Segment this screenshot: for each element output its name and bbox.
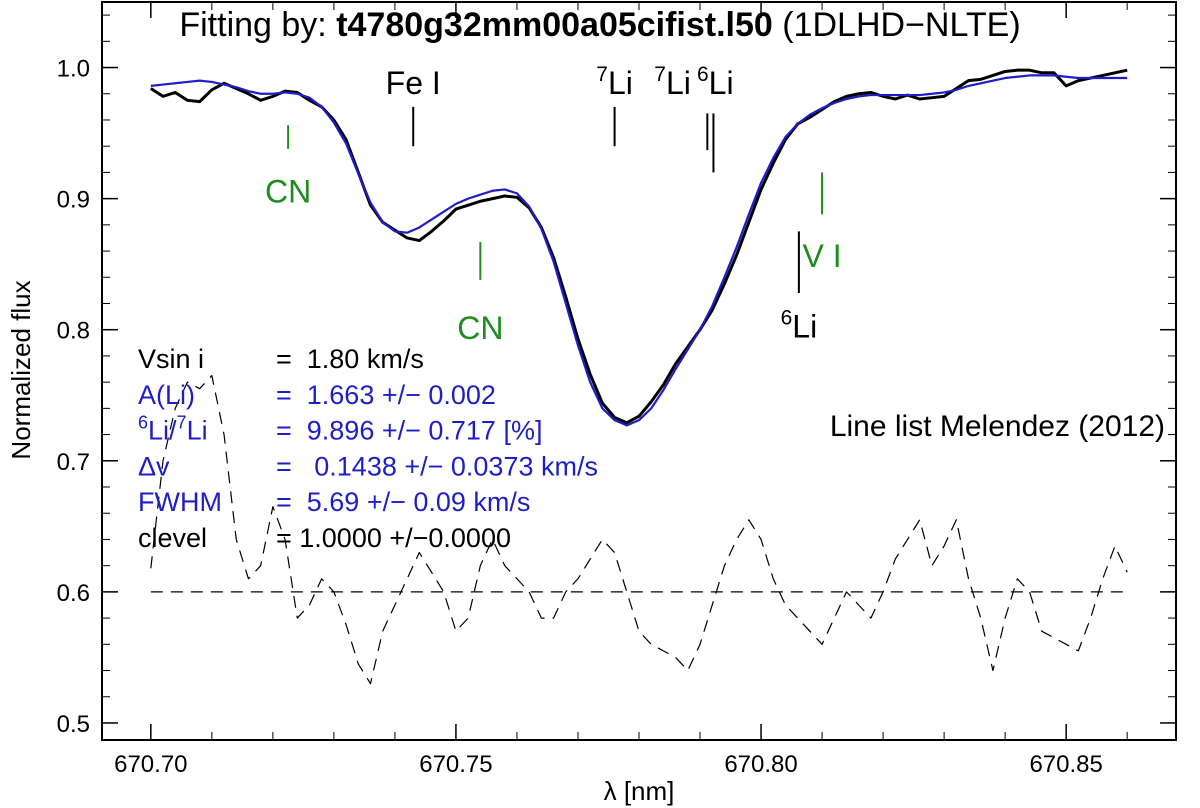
y-axis-label: Normalized flux: [6, 280, 36, 459]
title-prefix: Fitting by:: [179, 6, 336, 44]
title-model: t4780g32mm00a05cifist.l50: [336, 6, 773, 44]
chart-title: Fitting by: t4780g32mm00a05cifist.l50 (1…: [179, 6, 1020, 44]
x-tick-label: 670.75: [419, 751, 492, 778]
plot-layer: 670.70 670.75 670.80 670.85 0.5 0.6 0.7 0.8 0.9 1…: [57, 1, 1177, 778]
param-ratio-value: = 9.896 +/− 0.717 [%]: [276, 416, 542, 446]
y-tick-label: 0.8: [57, 318, 90, 345]
y-tick-label: 0.6: [57, 580, 90, 607]
v-marker-label: V I: [803, 238, 842, 274]
y-tick-label: 0.7: [57, 449, 90, 476]
x-tick-label: 670.80: [724, 751, 797, 778]
y-tick-label: 0.9: [57, 187, 90, 214]
param-dv-value: = 0.1438 +/− 0.0373 km/s: [276, 451, 598, 481]
li7-marker-2-label: 7Li: [654, 63, 691, 101]
li6-marker-2-label: 6Li: [781, 307, 818, 345]
param-fwhm-label: FWHM: [138, 487, 222, 517]
param-ali-value: = 1.663 +/− 0.002: [276, 380, 496, 410]
x-tick-label: 670.85: [1029, 751, 1102, 778]
x-axis-label: λ [nm]: [604, 776, 675, 806]
x-tick-label: 670.70: [114, 751, 187, 778]
line-list-annotation: Line list Melendez (2012): [830, 410, 1165, 443]
y-tick-label: 0.5: [57, 711, 90, 738]
param-ratio-label: 6Li/7Li: [138, 413, 208, 446]
title-suffix: (1DLHD−NLTE): [773, 6, 1021, 44]
fe-marker-label: Fe I: [386, 65, 441, 101]
param-fwhm-value: = 5.69 +/− 0.09 km/s: [276, 487, 530, 517]
param-vsini-value: = 1.80 km/s: [276, 344, 424, 374]
li6-marker-1-label: 6Li: [697, 63, 734, 101]
y-tick-label: 1.0: [57, 56, 90, 83]
param-clevel-value: = 1.0000 +/−0.0000: [276, 523, 511, 553]
param-dv-label: Δv: [138, 451, 170, 481]
param-vsini-label: Vsin i: [138, 344, 204, 374]
observed-series-line: [150, 68, 1128, 425]
fit-series-line: [150, 74, 1128, 427]
li7-marker-1-label: 7Li: [596, 63, 633, 101]
param-clevel-label: clevel: [138, 523, 207, 553]
cn-marker-2-label: CN: [457, 310, 503, 346]
param-ali-label: A(Li): [138, 380, 195, 410]
fit-parameters: Vsin i = 1.80 km/s A(Li) = 1.663 +/− 0.002 6…: [138, 344, 598, 553]
residual-series-line: [150, 374, 1128, 685]
cn-marker-1-label: CN: [265, 174, 311, 210]
